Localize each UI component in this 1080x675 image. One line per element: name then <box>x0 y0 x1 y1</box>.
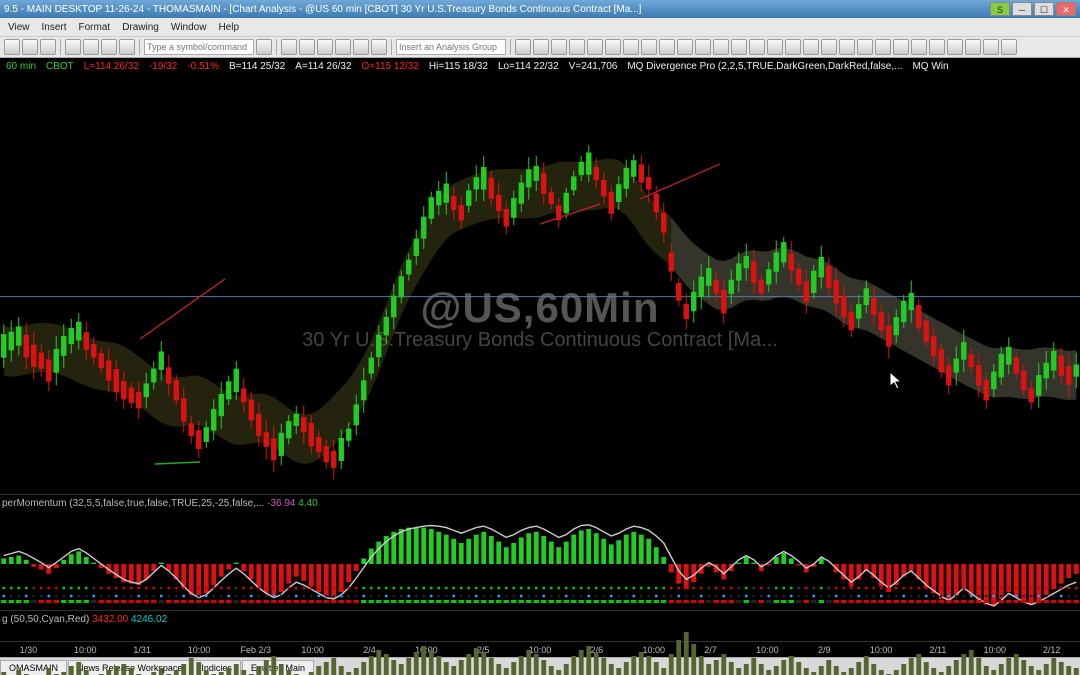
tool-icon[interactable] <box>353 39 369 55</box>
minimize-button[interactable]: ─ <box>1012 2 1032 16</box>
tool-icon[interactable] <box>4 39 20 55</box>
indicator-name: MQ Win <box>912 61 948 72</box>
bid: 114 25/32 <box>242 61 286 72</box>
menu-drawing[interactable]: Drawing <box>116 22 165 33</box>
tool-icon[interactable] <box>317 39 333 55</box>
ask: 114 26/32 <box>308 61 352 72</box>
tool-icon[interactable] <box>641 39 657 55</box>
tool-icon[interactable] <box>713 39 729 55</box>
tool-icon[interactable] <box>22 39 38 55</box>
indicator-name: MQ Divergence Pro (2,2,5,TRUE,DarkGreen,… <box>627 61 902 72</box>
volume-val2: 4246.02 <box>131 614 167 625</box>
volume: 241,706 <box>581 61 617 72</box>
analysis-input[interactable] <box>396 39 506 55</box>
change: -19/32 <box>149 61 177 72</box>
s-button[interactable]: S <box>990 2 1010 16</box>
interval: 60 min <box>6 61 36 72</box>
volume-val1: 3432.00 <box>92 614 128 625</box>
menu-insert[interactable]: Insert <box>36 22 73 33</box>
low: 114 22/32 <box>515 61 559 72</box>
momentum-val2: 4.40 <box>298 498 317 509</box>
tool-icon[interactable] <box>256 39 272 55</box>
tool-icon[interactable] <box>299 39 315 55</box>
tool-icon[interactable] <box>659 39 675 55</box>
symbol-input[interactable] <box>144 39 254 55</box>
tool-icon[interactable] <box>335 39 351 55</box>
titlebar: 9.5 - MAIN DESKTOP 11-26-24 - THOMASMAIN… <box>0 0 1080 18</box>
last-price: 114 26/32 <box>95 61 139 72</box>
tool-icon[interactable] <box>965 39 981 55</box>
momentum-label: perMomentum (32,5,5,false,true,false,TRU… <box>2 498 264 509</box>
tool-icon[interactable] <box>785 39 801 55</box>
tool-icon[interactable] <box>605 39 621 55</box>
tool-icon[interactable] <box>929 39 945 55</box>
tool-icon[interactable] <box>1001 39 1017 55</box>
tool-icon[interactable] <box>983 39 999 55</box>
quote-bar: 60 min CBOT L=114 26/32 -19/32 -0.51% B=… <box>0 58 1080 74</box>
tool-icon[interactable] <box>947 39 963 55</box>
tool-icon[interactable] <box>533 39 549 55</box>
menu-help[interactable]: Help <box>212 22 245 33</box>
tool-icon[interactable] <box>101 39 117 55</box>
menubar: View Insert Format Drawing Window Help <box>0 18 1080 36</box>
tool-icon[interactable] <box>911 39 927 55</box>
tool-icon[interactable] <box>40 39 56 55</box>
tool-icon[interactable] <box>515 39 531 55</box>
tool-icon[interactable] <box>623 39 639 55</box>
menu-format[interactable]: Format <box>73 22 117 33</box>
maximize-button[interactable]: ☐ <box>1034 2 1054 16</box>
tool-icon[interactable] <box>569 39 585 55</box>
chart-area[interactable]: @US,60Min 30 Yr U.S.Treasury Bonds Conti… <box>0 74 1080 641</box>
chart-svg <box>0 74 1080 675</box>
tool-icon[interactable] <box>281 39 297 55</box>
tool-icon[interactable] <box>731 39 747 55</box>
high: 115 18/32 <box>444 61 488 72</box>
tool-icon[interactable] <box>821 39 837 55</box>
tool-icon[interactable] <box>587 39 603 55</box>
tool-icon[interactable] <box>83 39 99 55</box>
open: 115 12/32 <box>375 61 419 72</box>
tool-icon[interactable] <box>65 39 81 55</box>
close-button[interactable]: ✕ <box>1056 2 1076 16</box>
tool-icon[interactable] <box>119 39 135 55</box>
toolbar <box>0 36 1080 58</box>
tool-icon[interactable] <box>371 39 387 55</box>
menu-view[interactable]: View <box>2 22 36 33</box>
momentum-val1: -36.94 <box>267 498 295 509</box>
tool-icon[interactable] <box>893 39 909 55</box>
window-title: 9.5 - MAIN DESKTOP 11-26-24 - THOMASMAIN… <box>4 4 988 15</box>
exchange: CBOT <box>46 61 74 72</box>
tool-icon[interactable] <box>695 39 711 55</box>
tool-icon[interactable] <box>839 39 855 55</box>
tool-icon[interactable] <box>875 39 891 55</box>
tool-icon[interactable] <box>803 39 819 55</box>
tool-icon[interactable] <box>677 39 693 55</box>
pct-change: -0.51% <box>187 61 219 72</box>
tool-icon[interactable] <box>551 39 567 55</box>
volume-label: g (50,50,Cyan,Red) <box>2 614 89 625</box>
tool-icon[interactable] <box>749 39 765 55</box>
tool-icon[interactable] <box>767 39 783 55</box>
menu-window[interactable]: Window <box>165 22 213 33</box>
tool-icon[interactable] <box>857 39 873 55</box>
